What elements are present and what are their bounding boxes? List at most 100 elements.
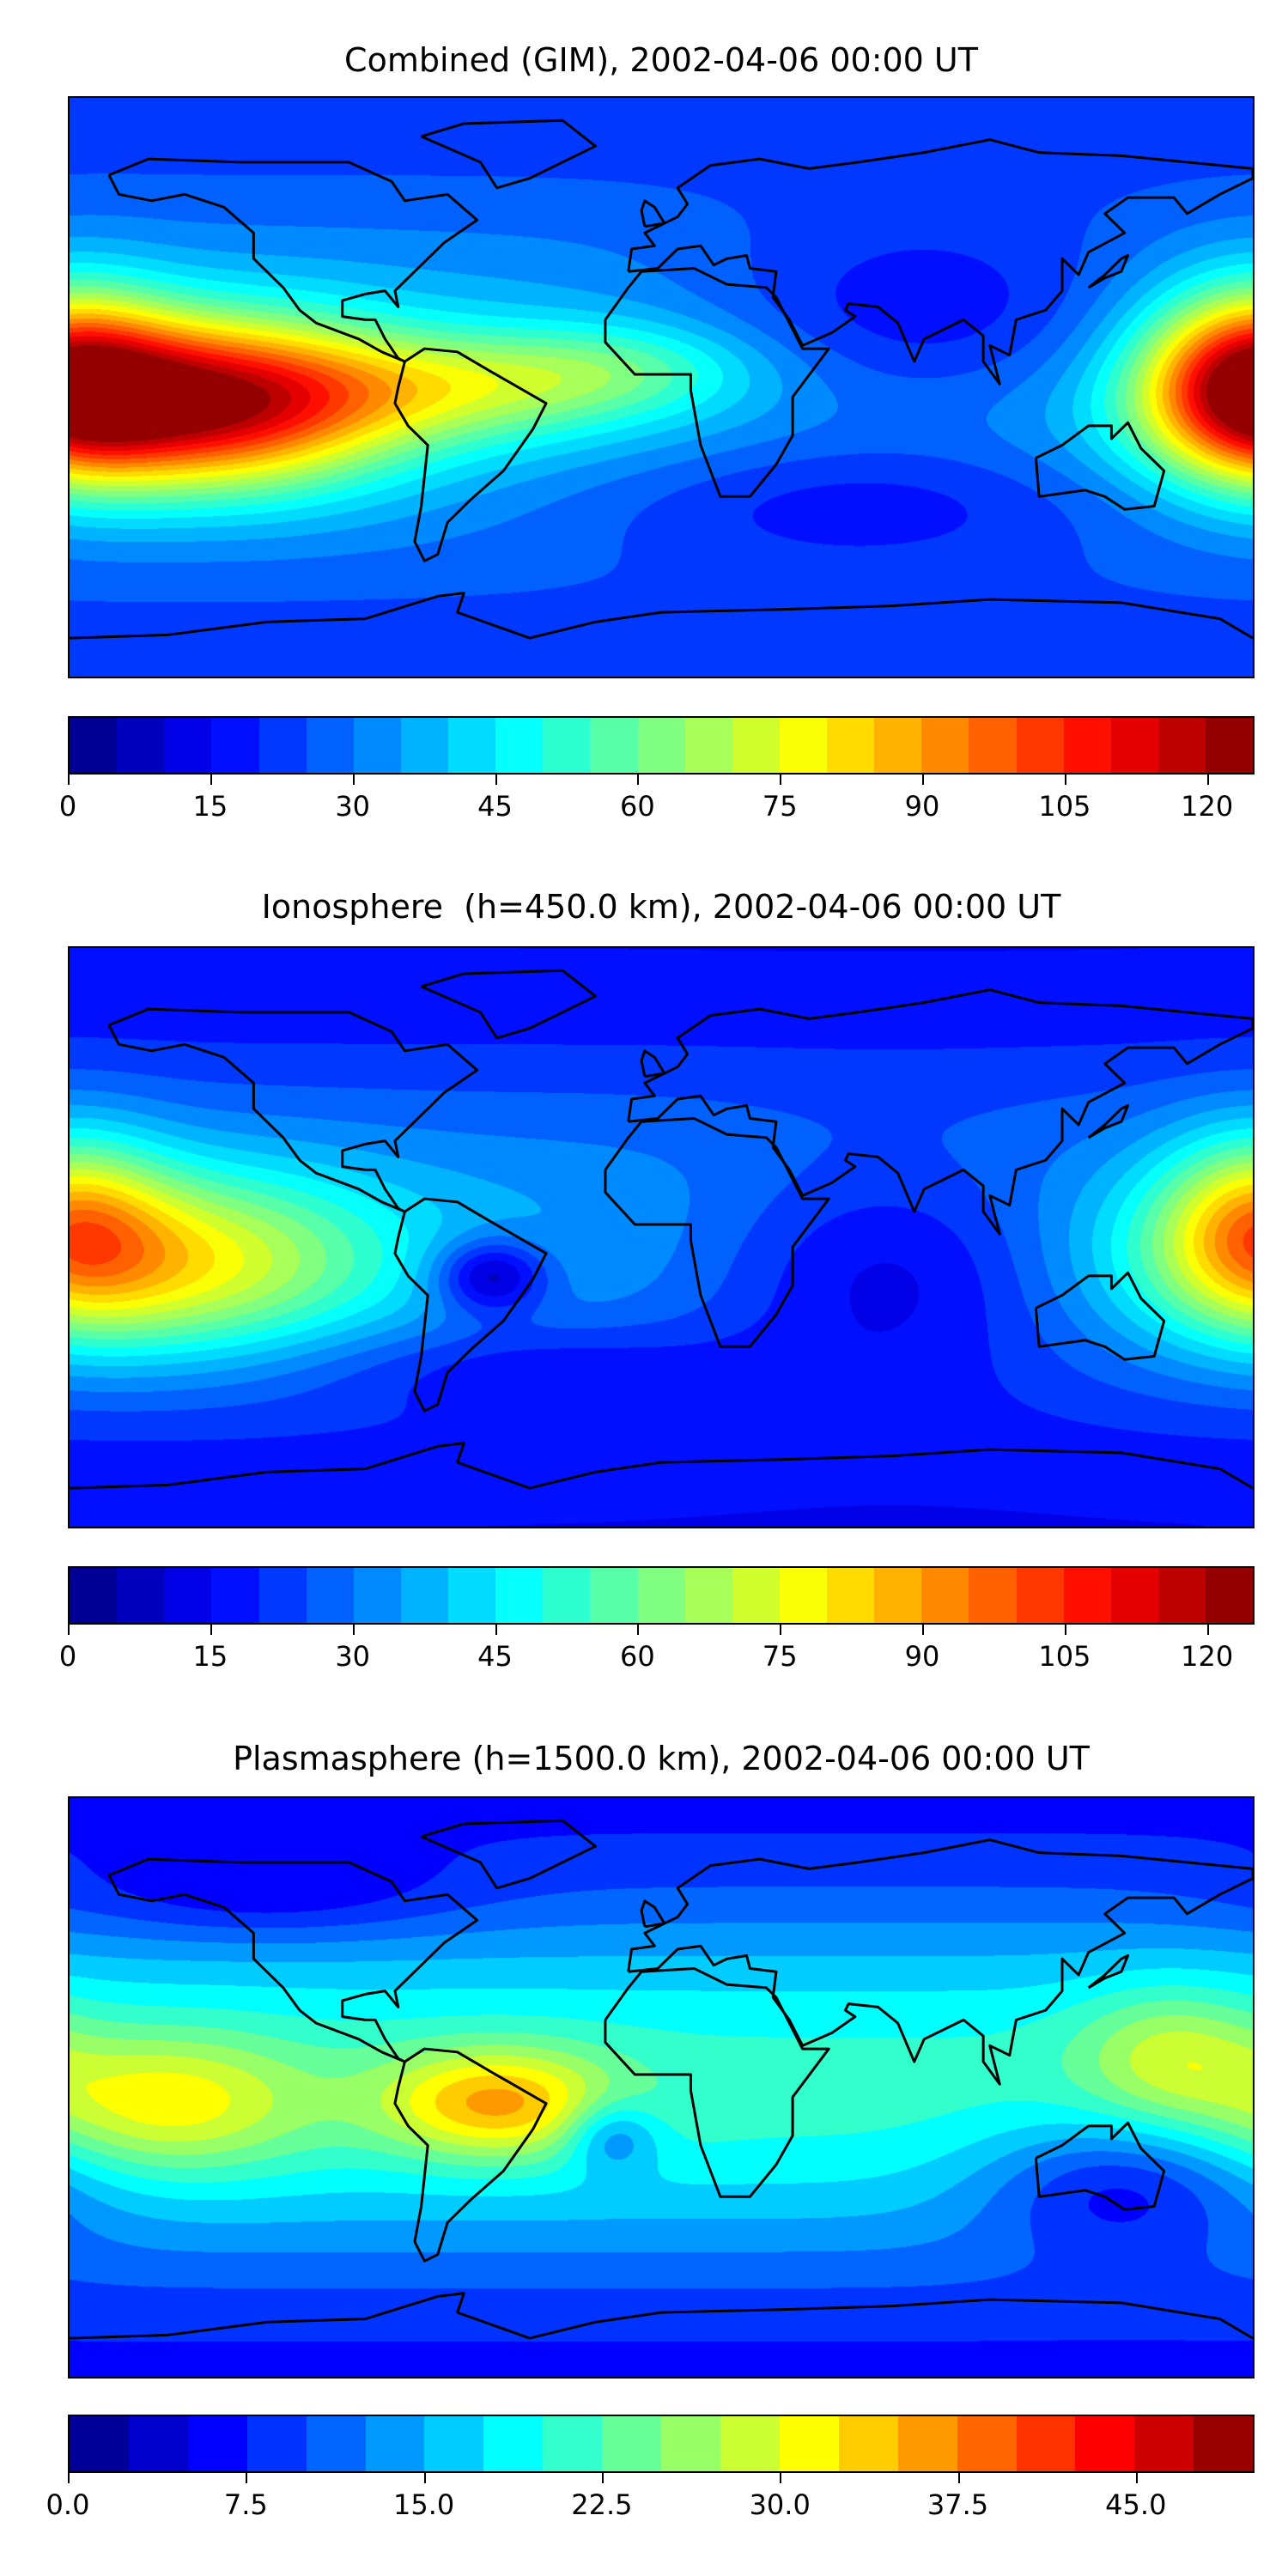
colorbar-segment <box>921 1568 969 1623</box>
coastline <box>604 1966 830 2198</box>
colorbar-tick-label: 15.0 <box>392 2488 455 2521</box>
colorbar-tick-label: 7.5 <box>223 2488 268 2521</box>
colorbar-tick <box>423 2473 426 2483</box>
colorbar-segment <box>684 718 732 773</box>
colorbar-tick <box>922 1625 925 1635</box>
colorbar-segment <box>353 1568 401 1623</box>
colorbar-tick-label: 0 <box>58 1640 77 1673</box>
tec-field <box>70 1798 1253 2377</box>
colorbar-segment <box>1206 718 1254 773</box>
colorbar-tick-label: 90 <box>904 1640 940 1673</box>
colorbar-segment <box>921 718 969 773</box>
colorbar-segment <box>211 718 259 773</box>
coastline <box>627 1838 1253 2086</box>
coastline <box>640 1049 666 1078</box>
colorbar-segment <box>897 2416 957 2471</box>
coastline <box>420 1819 597 1890</box>
colorbar-tick <box>1064 1625 1066 1635</box>
coastline <box>70 592 1253 640</box>
colorbar-tick <box>210 775 212 785</box>
colorbar-tick-label: 45 <box>477 790 513 823</box>
colorbar-segment <box>543 1568 591 1623</box>
colorbar-segment <box>969 1568 1017 1623</box>
colorbar-tick-label: 75 <box>762 790 798 823</box>
coastline <box>627 988 1253 1236</box>
colorbar-segment <box>969 718 1017 773</box>
colorbar-segment <box>246 2416 307 2471</box>
colorbar-segment <box>1016 2416 1076 2471</box>
coastline <box>107 157 479 363</box>
colorbar-tick <box>352 775 355 785</box>
tec-field <box>70 98 1253 677</box>
coastlines <box>70 969 1253 1490</box>
coastline <box>1034 2121 1166 2211</box>
colorbar-tick-label: 75 <box>762 1640 798 1673</box>
colorbar-segment <box>543 2416 603 2471</box>
colorbar-segment <box>1134 2416 1194 2471</box>
coastline <box>604 266 830 498</box>
map-ionosphere <box>68 946 1255 1528</box>
colorbar-tick <box>246 2473 248 2483</box>
colorbar-segment <box>483 2416 544 2471</box>
colorbar-ticks-ionosphere: 0 15 30 45 60 75 90 105 120 <box>59 1625 1255 1676</box>
colorbar-segment <box>1075 2416 1135 2471</box>
coastline <box>1087 1953 1130 1990</box>
tec-field <box>70 948 1253 1527</box>
colorbar-segment <box>164 1568 212 1623</box>
colorbar-segment <box>874 1568 922 1623</box>
colorbar-segment <box>1016 718 1064 773</box>
colorbar-combined <box>68 716 1255 775</box>
colorbar-segment <box>1016 1568 1064 1623</box>
colorbar-tick <box>957 2473 960 2483</box>
colorbar-tick-label: 0 <box>58 790 77 823</box>
coastlines <box>70 118 1253 640</box>
colorbar-segment <box>70 2416 129 2471</box>
colorbar-tick <box>637 1625 640 1635</box>
colorbar-tick <box>637 775 640 785</box>
colorbar-segment <box>720 2416 780 2471</box>
colorbar-tick-label: 60 <box>620 1640 655 1673</box>
colorbar-tick <box>1064 775 1066 785</box>
coastline <box>107 1857 479 2063</box>
colorbar-tick-label: 120 <box>1181 790 1234 823</box>
coastline <box>420 969 597 1040</box>
colorbar-tick <box>68 2473 70 2483</box>
colorbar-segment <box>590 1568 638 1623</box>
colorbar-segment <box>258 1568 307 1623</box>
colorbar-segment <box>306 1568 354 1623</box>
map-plasmasphere <box>68 1796 1255 2379</box>
colorbar-segment <box>732 1568 780 1623</box>
map-title-ionosphere: Ionosphere (h=450.0 km), 2002-04-06 00:0… <box>261 888 1061 926</box>
colorbar-segment <box>211 1568 259 1623</box>
colorbar-tick <box>780 775 782 785</box>
colorbar-tick <box>922 775 925 785</box>
colorbar-segment <box>70 718 118 773</box>
coastline <box>640 199 666 228</box>
coastline <box>393 1197 548 1413</box>
coastline <box>393 347 548 562</box>
map-combined <box>68 96 1255 678</box>
colorbar-segment <box>495 1568 544 1623</box>
colorbar-tick-label: 45 <box>477 1640 513 1673</box>
colorbar-tick-label: 0.0 <box>46 2488 90 2521</box>
colorbar-segment <box>164 718 212 773</box>
colorbar-segment <box>306 718 354 773</box>
coastline <box>627 138 1253 386</box>
colorbar-tick-label: 30 <box>335 1640 371 1673</box>
colorbar-tick-label: 15 <box>192 1640 228 1673</box>
colorbar-ionosphere <box>68 1566 1255 1625</box>
colorbar-segment <box>306 2416 366 2471</box>
colorbar-segment <box>1110 1568 1158 1623</box>
colorbar-segment <box>732 718 780 773</box>
colorbar-tick-label: 120 <box>1181 1640 1234 1673</box>
colorbar-tick <box>1206 1625 1209 1635</box>
colorbar-segment <box>448 718 496 773</box>
colorbar-segment <box>1206 1568 1254 1623</box>
colorbar-segment <box>637 718 685 773</box>
colorbar-tick-label: 60 <box>620 790 655 823</box>
coastline <box>1087 253 1130 289</box>
colorbar-segment <box>424 2416 484 2471</box>
colorbar-segment <box>258 718 307 773</box>
colorbar-ticks-combined: 0 15 30 45 60 75 90 105 120 <box>59 775 1255 826</box>
colorbar-segment <box>661 2416 720 2471</box>
